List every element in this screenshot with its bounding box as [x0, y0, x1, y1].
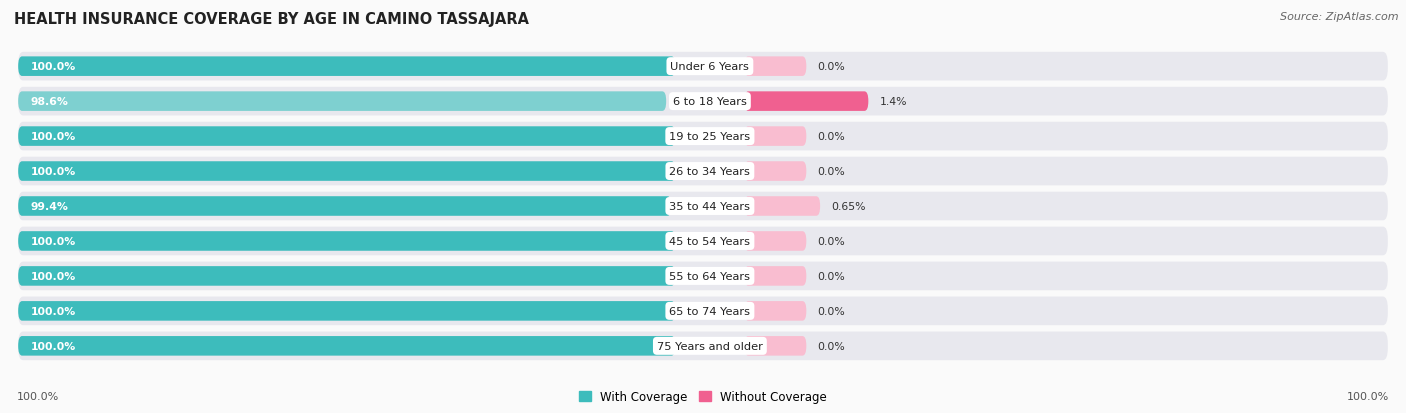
Text: 19 to 25 Years: 19 to 25 Years — [669, 132, 751, 142]
FancyBboxPatch shape — [18, 162, 675, 181]
Text: 0.0%: 0.0% — [817, 271, 845, 281]
FancyBboxPatch shape — [744, 197, 820, 216]
Text: 45 to 54 Years: 45 to 54 Years — [669, 236, 751, 247]
Text: 98.6%: 98.6% — [31, 97, 69, 107]
Text: HEALTH INSURANCE COVERAGE BY AGE IN CAMINO TASSAJARA: HEALTH INSURANCE COVERAGE BY AGE IN CAMI… — [14, 12, 529, 27]
FancyBboxPatch shape — [18, 301, 675, 321]
FancyBboxPatch shape — [744, 336, 807, 356]
FancyBboxPatch shape — [18, 53, 1388, 81]
Text: 0.0%: 0.0% — [817, 132, 845, 142]
FancyBboxPatch shape — [744, 266, 807, 286]
Text: 65 to 74 Years: 65 to 74 Years — [669, 306, 751, 316]
FancyBboxPatch shape — [744, 57, 807, 77]
Text: 55 to 64 Years: 55 to 64 Years — [669, 271, 751, 281]
Text: 35 to 44 Years: 35 to 44 Years — [669, 202, 751, 211]
FancyBboxPatch shape — [18, 157, 1388, 186]
Text: 75 Years and older: 75 Years and older — [657, 341, 763, 351]
Text: 0.0%: 0.0% — [817, 306, 845, 316]
FancyBboxPatch shape — [18, 232, 675, 251]
FancyBboxPatch shape — [18, 197, 672, 216]
FancyBboxPatch shape — [18, 297, 1388, 325]
Text: 0.65%: 0.65% — [831, 202, 866, 211]
FancyBboxPatch shape — [744, 232, 807, 251]
Text: 100.0%: 100.0% — [1347, 391, 1389, 401]
Text: 100.0%: 100.0% — [31, 132, 76, 142]
Text: 100.0%: 100.0% — [31, 271, 76, 281]
Text: 0.0%: 0.0% — [817, 341, 845, 351]
FancyBboxPatch shape — [18, 57, 675, 77]
Text: Source: ZipAtlas.com: Source: ZipAtlas.com — [1281, 12, 1399, 22]
Text: 0.0%: 0.0% — [817, 166, 845, 177]
Text: 100.0%: 100.0% — [31, 341, 76, 351]
Text: 100.0%: 100.0% — [31, 236, 76, 247]
FancyBboxPatch shape — [18, 88, 1388, 116]
FancyBboxPatch shape — [18, 332, 1388, 360]
FancyBboxPatch shape — [18, 92, 666, 112]
Text: 100.0%: 100.0% — [31, 166, 76, 177]
Text: 100.0%: 100.0% — [17, 391, 59, 401]
FancyBboxPatch shape — [18, 266, 675, 286]
FancyBboxPatch shape — [18, 336, 675, 356]
Text: 99.4%: 99.4% — [31, 202, 69, 211]
Text: 0.0%: 0.0% — [817, 236, 845, 247]
FancyBboxPatch shape — [18, 227, 1388, 256]
Legend: With Coverage, Without Coverage: With Coverage, Without Coverage — [574, 385, 832, 408]
FancyBboxPatch shape — [744, 127, 807, 147]
FancyBboxPatch shape — [18, 122, 1388, 151]
Text: 100.0%: 100.0% — [31, 62, 76, 72]
Text: 26 to 34 Years: 26 to 34 Years — [669, 166, 751, 177]
FancyBboxPatch shape — [18, 262, 1388, 291]
Text: 1.4%: 1.4% — [879, 97, 907, 107]
FancyBboxPatch shape — [744, 92, 869, 112]
FancyBboxPatch shape — [18, 192, 1388, 221]
FancyBboxPatch shape — [744, 301, 807, 321]
Text: 6 to 18 Years: 6 to 18 Years — [673, 97, 747, 107]
FancyBboxPatch shape — [744, 162, 807, 181]
Text: 0.0%: 0.0% — [817, 62, 845, 72]
Text: 100.0%: 100.0% — [31, 306, 76, 316]
FancyBboxPatch shape — [18, 127, 675, 147]
Text: Under 6 Years: Under 6 Years — [671, 62, 749, 72]
